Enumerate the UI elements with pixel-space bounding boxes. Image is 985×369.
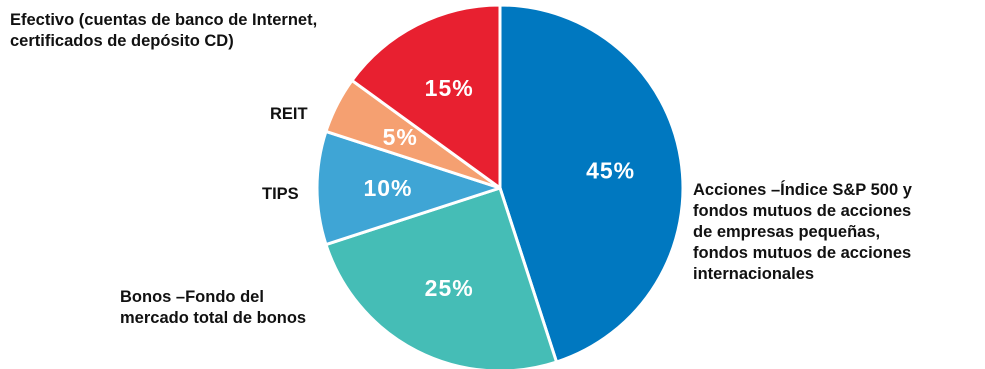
- legend-line: TIPS: [262, 185, 299, 203]
- pie-percent-label-tips: 10%: [363, 175, 412, 201]
- legend-label-stocks: Acciones –Índice S&P 500 y fondos mutuos…: [693, 180, 912, 285]
- pie-slice-tips: [315, 129, 502, 247]
- legend-line: fondos mutuos de acciones: [693, 244, 912, 262]
- pie-percent-label-reit: 5%: [383, 124, 418, 150]
- legend-line: de empresas pequeñas,: [693, 223, 881, 241]
- pie-slice-cash: [350, 3, 502, 190]
- legend-line: fondos mutuos de acciones: [693, 202, 912, 220]
- pie-percent-labels: 45% 25% 10% 5% 15%: [363, 75, 635, 301]
- legend-line: certificados de depósito CD): [10, 32, 234, 50]
- legend-label-bonds: Bonos –Fondo del mercado total de bonos: [120, 287, 306, 329]
- legend-line: internacionales: [693, 265, 815, 283]
- legend-line: Acciones –Índice S&P 500 y: [693, 181, 912, 199]
- legend-label-tips: TIPS: [262, 184, 299, 205]
- pie-percent-label-stocks: 45%: [586, 158, 635, 184]
- pie-slice-bonds: [324, 186, 559, 369]
- legend-line: REIT: [270, 105, 308, 123]
- pie-slices: [315, 3, 685, 369]
- legend-line: mercado total de bonos: [120, 309, 307, 327]
- pie-slice-stocks: [498, 3, 685, 364]
- pie-percent-label-bonds: 25%: [425, 275, 474, 301]
- legend-line: Efectivo (cuentas de banco de Internet,: [10, 11, 318, 29]
- pie-percent-label-cash: 15%: [425, 75, 474, 101]
- legend-label-cash: Efectivo (cuentas de banco de Internet, …: [10, 10, 317, 52]
- legend-line: Bonos –Fondo del: [120, 288, 264, 306]
- legend-label-reit: REIT: [270, 104, 308, 125]
